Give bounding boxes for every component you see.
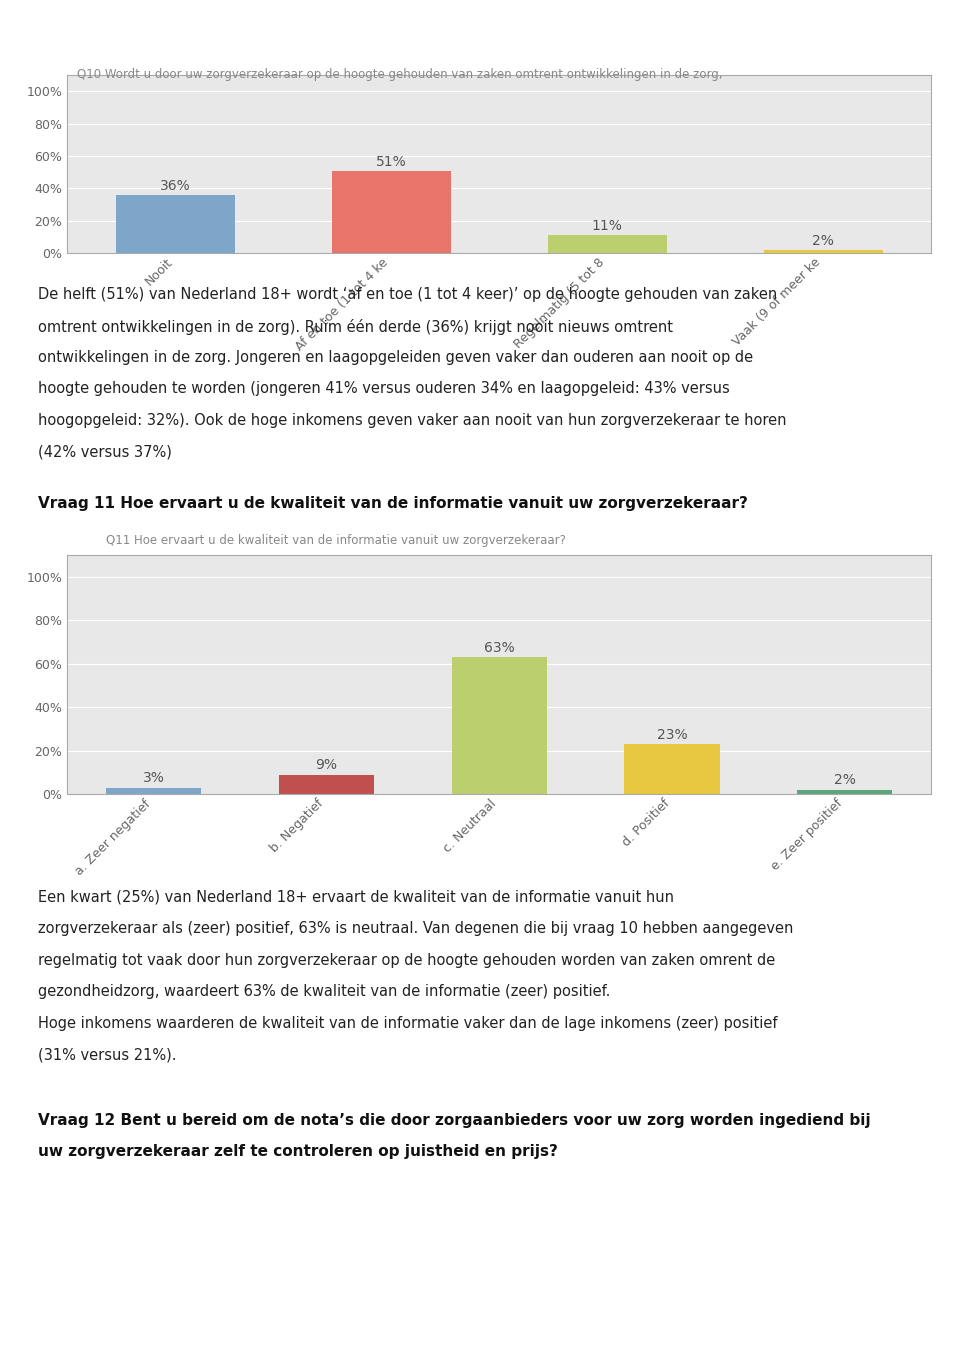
- Bar: [278, 775, 373, 794]
- Text: 51%: 51%: [375, 154, 407, 168]
- Text: 11%: 11%: [591, 219, 623, 234]
- Text: (42% versus 37%): (42% versus 37%): [38, 444, 172, 459]
- Text: zorgverzekeraar als (zeer) positief, 63% is neutraal. Van degenen die bij vraag : zorgverzekeraar als (zeer) positief, 63%…: [38, 921, 794, 936]
- Text: hoogte gehouden te worden (jongeren 41% versus ouderen 34% en laagopgeleid: 43% : hoogte gehouden te worden (jongeren 41% …: [38, 381, 731, 396]
- Bar: [624, 744, 720, 794]
- Text: Vraag 12 Bent u bereid om de nota’s die door zorgaanbieders voor uw zorg worden : Vraag 12 Bent u bereid om de nota’s die …: [38, 1113, 871, 1128]
- Text: hoogopgeleid: 32%). Ook de hoge inkomens geven vaker aan nooit van hun zorgverze: hoogopgeleid: 32%). Ook de hoge inkomens…: [38, 413, 787, 428]
- Text: 2%: 2%: [834, 774, 855, 787]
- Bar: [764, 250, 882, 253]
- Text: 9%: 9%: [316, 759, 337, 772]
- Bar: [548, 235, 666, 253]
- Bar: [451, 658, 547, 794]
- Text: 2%: 2%: [812, 234, 834, 247]
- Bar: [106, 787, 202, 794]
- Text: ontwikkelingen in de zorg. Jongeren en laagopgeleiden geven vaker dan ouderen aa: ontwikkelingen in de zorg. Jongeren en l…: [38, 350, 754, 365]
- Text: (31% versus 21%).: (31% versus 21%).: [38, 1047, 177, 1062]
- Text: Een kwart (25%) van Nederland 18+ ervaart de kwaliteit van de informatie vanuit : Een kwart (25%) van Nederland 18+ ervaar…: [38, 890, 674, 905]
- Text: gezondheidzorg, waardeert 63% de kwaliteit van de informatie (zeer) positief.: gezondheidzorg, waardeert 63% de kwalite…: [38, 984, 611, 999]
- Text: Q10 Wordt u door uw zorgverzekeraar op de hoogte gehouden van zaken omtrent ontw: Q10 Wordt u door uw zorgverzekeraar op d…: [77, 68, 722, 82]
- Bar: [332, 171, 450, 253]
- Text: Q11 Hoe ervaart u de kwaliteit van de informatie vanuit uw zorgverzekeraar?: Q11 Hoe ervaart u de kwaliteit van de in…: [106, 534, 565, 548]
- Bar: [797, 790, 893, 794]
- Text: uw zorgverzekeraar zelf te controleren op juistheid en prijs?: uw zorgverzekeraar zelf te controleren o…: [38, 1144, 559, 1159]
- Text: regelmatig tot vaak door hun zorgverzekeraar op de hoogte gehouden worden van za: regelmatig tot vaak door hun zorgverzeke…: [38, 953, 776, 968]
- Text: De helft (51%) van Nederland 18+ wordt ‘af en toe (1 tot 4 keer)’ op de hoogte g: De helft (51%) van Nederland 18+ wordt ‘…: [38, 287, 778, 302]
- Text: 23%: 23%: [657, 727, 687, 742]
- Text: Vraag 11 Hoe ervaart u de kwaliteit van de informatie vanuit uw zorgverzekeraar?: Vraag 11 Hoe ervaart u de kwaliteit van …: [38, 496, 748, 511]
- Text: 63%: 63%: [484, 641, 515, 655]
- Text: 36%: 36%: [159, 179, 191, 193]
- Bar: [116, 194, 234, 253]
- Text: omtrent ontwikkelingen in de zorg). Ruim één derde (36%) krijgt nooit nieuws omt: omtrent ontwikkelingen in de zorg). Ruim…: [38, 319, 673, 335]
- Text: Hoge inkomens waarderen de kwaliteit van de informatie vaker dan de lage inkomen: Hoge inkomens waarderen de kwaliteit van…: [38, 1016, 778, 1031]
- Text: 3%: 3%: [143, 771, 164, 785]
